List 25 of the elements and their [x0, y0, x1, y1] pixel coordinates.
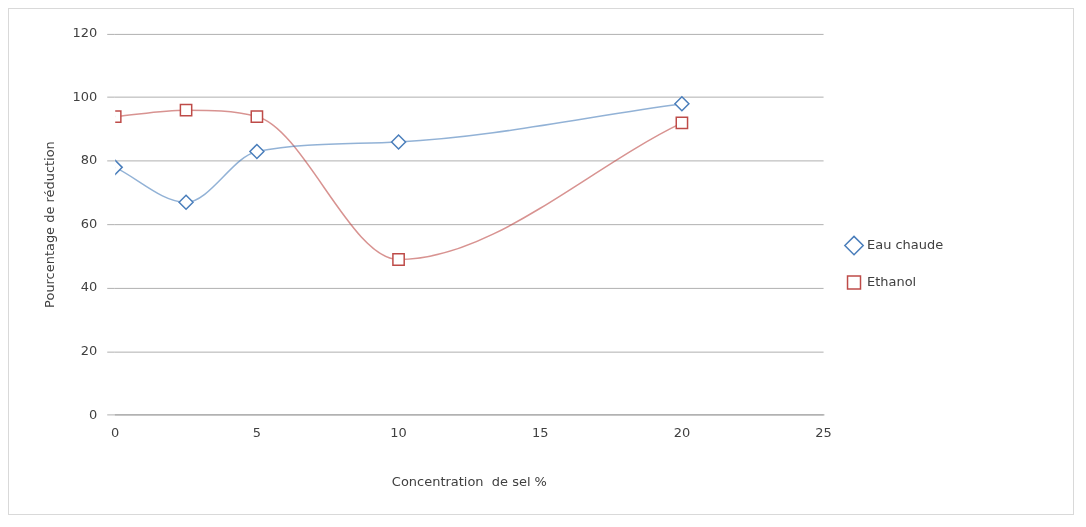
- x-tick-label: 15: [531, 425, 549, 441]
- x-tick-label: 20: [673, 425, 691, 441]
- point: [179, 103, 193, 117]
- y-tick-label: 40: [80, 279, 98, 295]
- x-tick-label: 0: [111, 425, 120, 441]
- point: [392, 253, 405, 266]
- legend-label: Ethanol: [866, 273, 917, 289]
- point: [674, 96, 690, 112]
- y-tick-label: 120: [72, 25, 98, 41]
- legend-label: Eau chaude: [866, 236, 944, 252]
- x-tick-label: 5: [252, 425, 262, 441]
- point: [178, 194, 194, 211]
- point: [675, 116, 689, 130]
- point: [390, 134, 407, 150]
- y-tick-label: 0: [88, 406, 98, 422]
- y-tick-label: 60: [80, 215, 98, 231]
- point: [250, 110, 264, 123]
- x-axis-title: Concentration de sel %: [391, 473, 547, 489]
- y-tick-label: 80: [80, 152, 98, 168]
- x-tick-label: 10: [390, 425, 407, 441]
- y-axis-title: Pourcentage de réduction: [42, 141, 58, 308]
- y-tick-label: 20: [80, 343, 98, 358]
- y-tick-label: 100: [72, 88, 98, 104]
- x-tick-label: 25: [815, 425, 832, 441]
- point: [249, 143, 265, 160]
